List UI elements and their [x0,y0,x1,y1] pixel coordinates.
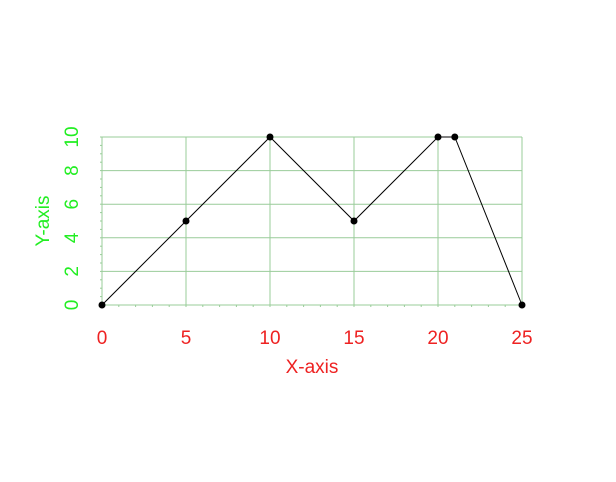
x-tick-label: 0 [97,328,108,349]
data-point [266,133,274,141]
data-point [451,133,459,141]
data-points [98,133,526,309]
x-tick-label: 10 [259,328,280,349]
data-point [350,217,358,225]
x-tick-labels: 0 5 10 15 20 25 [97,328,533,349]
x-tick-label: 5 [181,328,192,349]
data-point [182,217,190,225]
series-polyline [101,136,523,306]
y-tick-label: 10 [62,126,83,147]
data-point [434,133,442,141]
series-line [101,136,523,306]
y-axis-title: Y-axis [33,195,54,246]
y-tick-label: 4 [62,232,83,243]
x-axis-title: X-axis [286,357,339,378]
x-tick-label: 25 [511,328,532,349]
y-tick-labels: 0 2 4 6 8 10 [62,126,83,310]
data-point [98,301,106,309]
y-tick-label: 8 [62,165,83,176]
x-tick-label: 20 [427,328,448,349]
y-tick-label: 6 [62,199,83,210]
data-point [518,301,526,309]
y-tick-label: 0 [62,300,83,311]
grid [101,136,523,306]
y-tick-label: 2 [62,266,83,277]
x-tick-label: 15 [343,328,364,349]
axes [100,136,523,307]
